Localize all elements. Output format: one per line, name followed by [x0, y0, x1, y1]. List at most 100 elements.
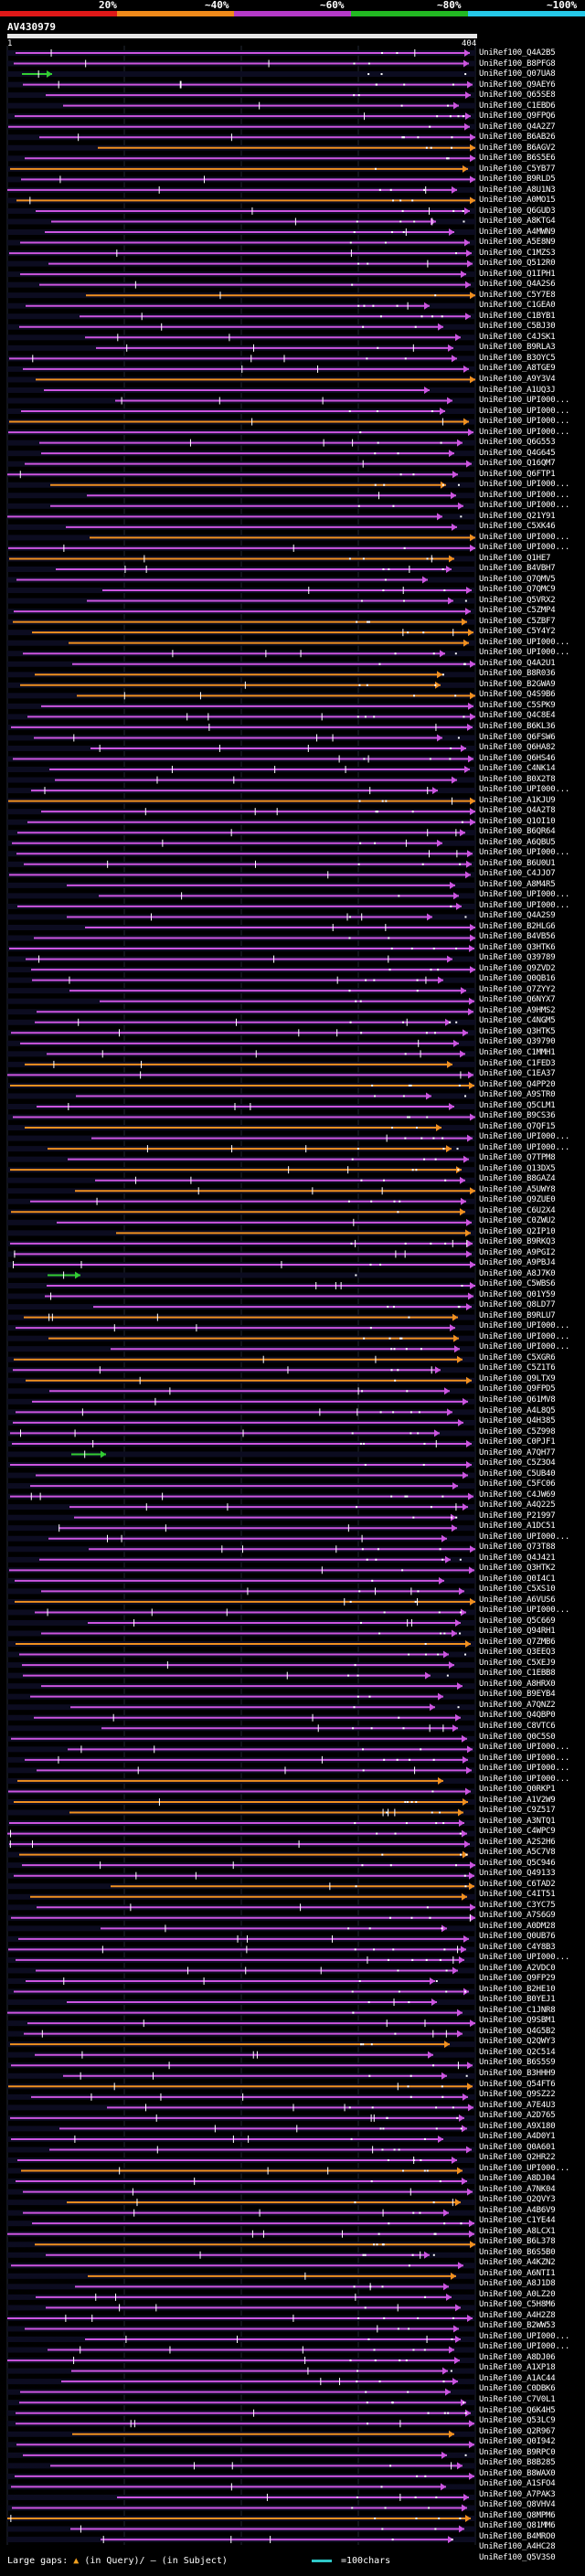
hit-label[interactable]: UniRef100_Q0I942	[479, 2437, 556, 2447]
hit-label[interactable]: UniRef100_Q8VHV4	[479, 2500, 556, 2510]
hit-label[interactable]: UniRef100_A7NK04	[479, 2184, 556, 2194]
hit-label[interactable]: UniRef100_Q2QWY3	[479, 2037, 556, 2047]
hit-label[interactable]: UniRef100_Q4H385	[479, 1416, 556, 1426]
hit-label[interactable]: UniRef100_C1JNR8	[479, 2005, 556, 2015]
hit-label[interactable]: UniRef100_A8J1D8	[479, 2279, 556, 2289]
hit-label[interactable]: UniRef100_B0X2T8	[479, 774, 556, 784]
hit-label[interactable]: UniRef100_C4JJO7	[479, 869, 556, 879]
hit-label[interactable]: UniRef100_B3OYC5	[479, 353, 556, 363]
hit-label[interactable]: UniRef100_Q9AEY6	[479, 80, 556, 90]
hit-label[interactable]: UniRef100_A0MO15	[479, 196, 556, 206]
hit-label[interactable]: UniRef100_A4D0Y1	[479, 2132, 556, 2142]
hit-label[interactable]: UniRef100_Q07UA8	[479, 69, 556, 80]
hit-label[interactable]: UniRef100_Q3HTK5	[479, 1026, 556, 1036]
hit-label[interactable]: UniRef100_Q512R0	[479, 259, 556, 269]
hit-label[interactable]: UniRef100_C5XK46	[479, 522, 556, 532]
hit-label[interactable]: UniRef100_B9CS36	[479, 1111, 556, 1121]
hit-label[interactable]: UniRef100_C5YB77	[479, 164, 556, 174]
hit-label[interactable]: UniRef100_Q8MPM6	[479, 2510, 556, 2520]
hit-label[interactable]: UniRef100_C1MMH1	[479, 1047, 556, 1057]
hit-label[interactable]: UniRef100_Q7QMV5	[479, 574, 556, 584]
hit-label[interactable]: UniRef100_Q13DX5	[479, 1163, 556, 1173]
hit-label[interactable]: UniRef100_C5Z3O4	[479, 1458, 556, 1468]
hit-label[interactable]: UniRef100_C5WBS6	[479, 1279, 556, 1289]
hit-label[interactable]: UniRef100_C1GEA0	[479, 301, 556, 311]
hit-label[interactable]: UniRef100_C6U2X4	[479, 1205, 556, 1215]
hit-label[interactable]: UniRef100_B4MRO0	[479, 2531, 556, 2541]
hit-label[interactable]: UniRef100_C3YC75	[479, 1900, 556, 1910]
hit-label[interactable]: UniRef100_A1SFO4	[479, 2479, 556, 2489]
hit-label[interactable]: UniRef100_UPI000...	[479, 2331, 570, 2341]
hit-label[interactable]: UniRef100_A2VDC0	[479, 1963, 556, 1973]
hit-label[interactable]: UniRef100_Q65SE8	[479, 90, 556, 101]
hit-label[interactable]: UniRef100_UPI000...	[479, 2342, 570, 2352]
hit-label[interactable]: UniRef100_C4WPC9	[479, 1827, 556, 1837]
hit-label[interactable]: UniRef100_B6U0U1	[479, 858, 556, 868]
hit-label[interactable]: UniRef100_UPI000...	[479, 1331, 570, 1341]
hit-label[interactable]: UniRef100_C5Z998	[479, 1426, 556, 1436]
hit-label[interactable]: UniRef100_Q01Y59	[479, 1289, 556, 1299]
hit-label[interactable]: UniRef100_A1V2W9	[479, 1795, 556, 1805]
hit-label[interactable]: UniRef100_C8VTC6	[479, 1721, 556, 1731]
hit-label[interactable]: UniRef100_C1YE44	[479, 2216, 556, 2226]
hit-label[interactable]: UniRef100_B2HE10	[479, 1984, 556, 1994]
hit-label[interactable]: UniRef100_C4Y8B3	[479, 1942, 556, 1952]
hit-label[interactable]: UniRef100_UPI000...	[479, 648, 570, 658]
hit-label[interactable]: UniRef100_B0YEJ1	[479, 1995, 556, 2005]
hit-label[interactable]: UniRef100_A7S6G9	[479, 1911, 556, 1921]
hit-label[interactable]: UniRef100_Q4A2S9	[479, 911, 556, 921]
hit-label[interactable]: UniRef100_Q4A2Z7	[479, 122, 556, 132]
hit-label[interactable]: UniRef100_B8PFG8	[479, 58, 556, 69]
hit-label[interactable]: UniRef100_A8HRX0	[479, 1679, 556, 1689]
hit-label[interactable]: UniRef100_C1FED3	[479, 1058, 556, 1068]
hit-label[interactable]: UniRef100_B6S5B0	[479, 2247, 556, 2257]
hit-label[interactable]: UniRef100_Q0I4C1	[479, 1574, 556, 1584]
hit-label[interactable]: UniRef100_C1MZS3	[479, 248, 556, 258]
hit-label[interactable]: UniRef100_A9PBJ4	[479, 1258, 556, 1268]
hit-label[interactable]: UniRef100_Q6FTP1	[479, 469, 556, 479]
hit-label[interactable]: UniRef100_C6TAD2	[479, 1879, 556, 1889]
hit-label[interactable]: UniRef100_C5H8M6	[479, 2300, 556, 2310]
hit-label[interactable]: UniRef100_Q0UB76	[479, 1932, 556, 1942]
hit-label[interactable]: UniRef100_C5ZMP4	[479, 606, 556, 616]
hit-label[interactable]: UniRef100_UPI000...	[479, 890, 570, 900]
hit-label[interactable]: UniRef100_Q9SBM1	[479, 2016, 556, 2026]
hit-label[interactable]: UniRef100_Q1OI10	[479, 816, 556, 826]
hit-label[interactable]: UniRef100_Q4QBP0	[479, 1711, 556, 1721]
hit-label[interactable]: UniRef100_Q9LTX9	[479, 1373, 556, 1383]
hit-label[interactable]: UniRef100_C5Z1T6	[479, 1363, 556, 1373]
hit-label[interactable]: UniRef100_B8WAX0	[479, 2468, 556, 2478]
hit-label[interactable]: UniRef100_A5E8N9	[479, 238, 556, 248]
hit-label[interactable]: UniRef100_Q21Y91	[479, 511, 556, 521]
hit-label[interactable]: UniRef100_Q4A2S6	[479, 280, 556, 290]
hit-label[interactable]: UniRef100_A4Q225	[479, 1500, 556, 1511]
hit-label[interactable]: UniRef100_A7QH77	[479, 1447, 556, 1458]
hit-label[interactable]: UniRef100_C4NK14	[479, 764, 556, 774]
hit-label[interactable]: UniRef100_Q7ZMB6	[479, 1637, 556, 1647]
hit-label[interactable]: UniRef100_Q49133	[479, 1869, 556, 1879]
hit-label[interactable]: UniRef100_Q53LC9	[479, 2416, 556, 2426]
hit-label[interactable]: UniRef100_UPI000...	[479, 417, 570, 427]
hit-label[interactable]: UniRef100_Q0QB16	[479, 974, 556, 984]
hit-label[interactable]: UniRef100_B8GAZ4	[479, 1174, 556, 1184]
hit-label[interactable]: UniRef100_Q6G553	[479, 438, 556, 448]
hit-label[interactable]: UniRef100_A1UQ3J	[479, 385, 556, 395]
hit-label[interactable]: UniRef100_Q3EEQ3	[479, 1648, 556, 1658]
hit-label[interactable]: UniRef100_UPI000...	[479, 490, 570, 500]
hit-label[interactable]: UniRef100_Q5CLM1	[479, 1100, 556, 1110]
hit-label[interactable]: UniRef100_Q0A601	[479, 2142, 556, 2152]
hit-label[interactable]: UniRef100_UPI000...	[479, 532, 570, 542]
hit-label[interactable]: UniRef100_Q6NYX7	[479, 995, 556, 1005]
hit-label[interactable]: UniRef100_A1KJU9	[479, 795, 556, 805]
hit-label[interactable]: UniRef100_Q9ZUE0	[479, 1195, 556, 1205]
hit-label[interactable]: UniRef100_B3HHH9	[479, 2069, 556, 2078]
hit-label[interactable]: UniRef100_Q3HTK6	[479, 942, 556, 952]
hit-label[interactable]: UniRef100_C5XEJ9	[479, 1658, 556, 1668]
hit-label[interactable]: UniRef100_A3NTQ1	[479, 1816, 556, 1826]
hit-label[interactable]: UniRef100_A7QNZ2	[479, 1700, 556, 1710]
hit-label[interactable]: UniRef100_B6KL36	[479, 722, 556, 731]
hit-label[interactable]: UniRef100_Q0C5S0	[479, 1732, 556, 1742]
hit-label[interactable]: UniRef100_A8LCX1	[479, 2226, 556, 2236]
hit-label[interactable]: UniRef100_UPI000...	[479, 501, 570, 511]
hit-label[interactable]: UniRef100_Q2IP10	[479, 1226, 556, 1236]
